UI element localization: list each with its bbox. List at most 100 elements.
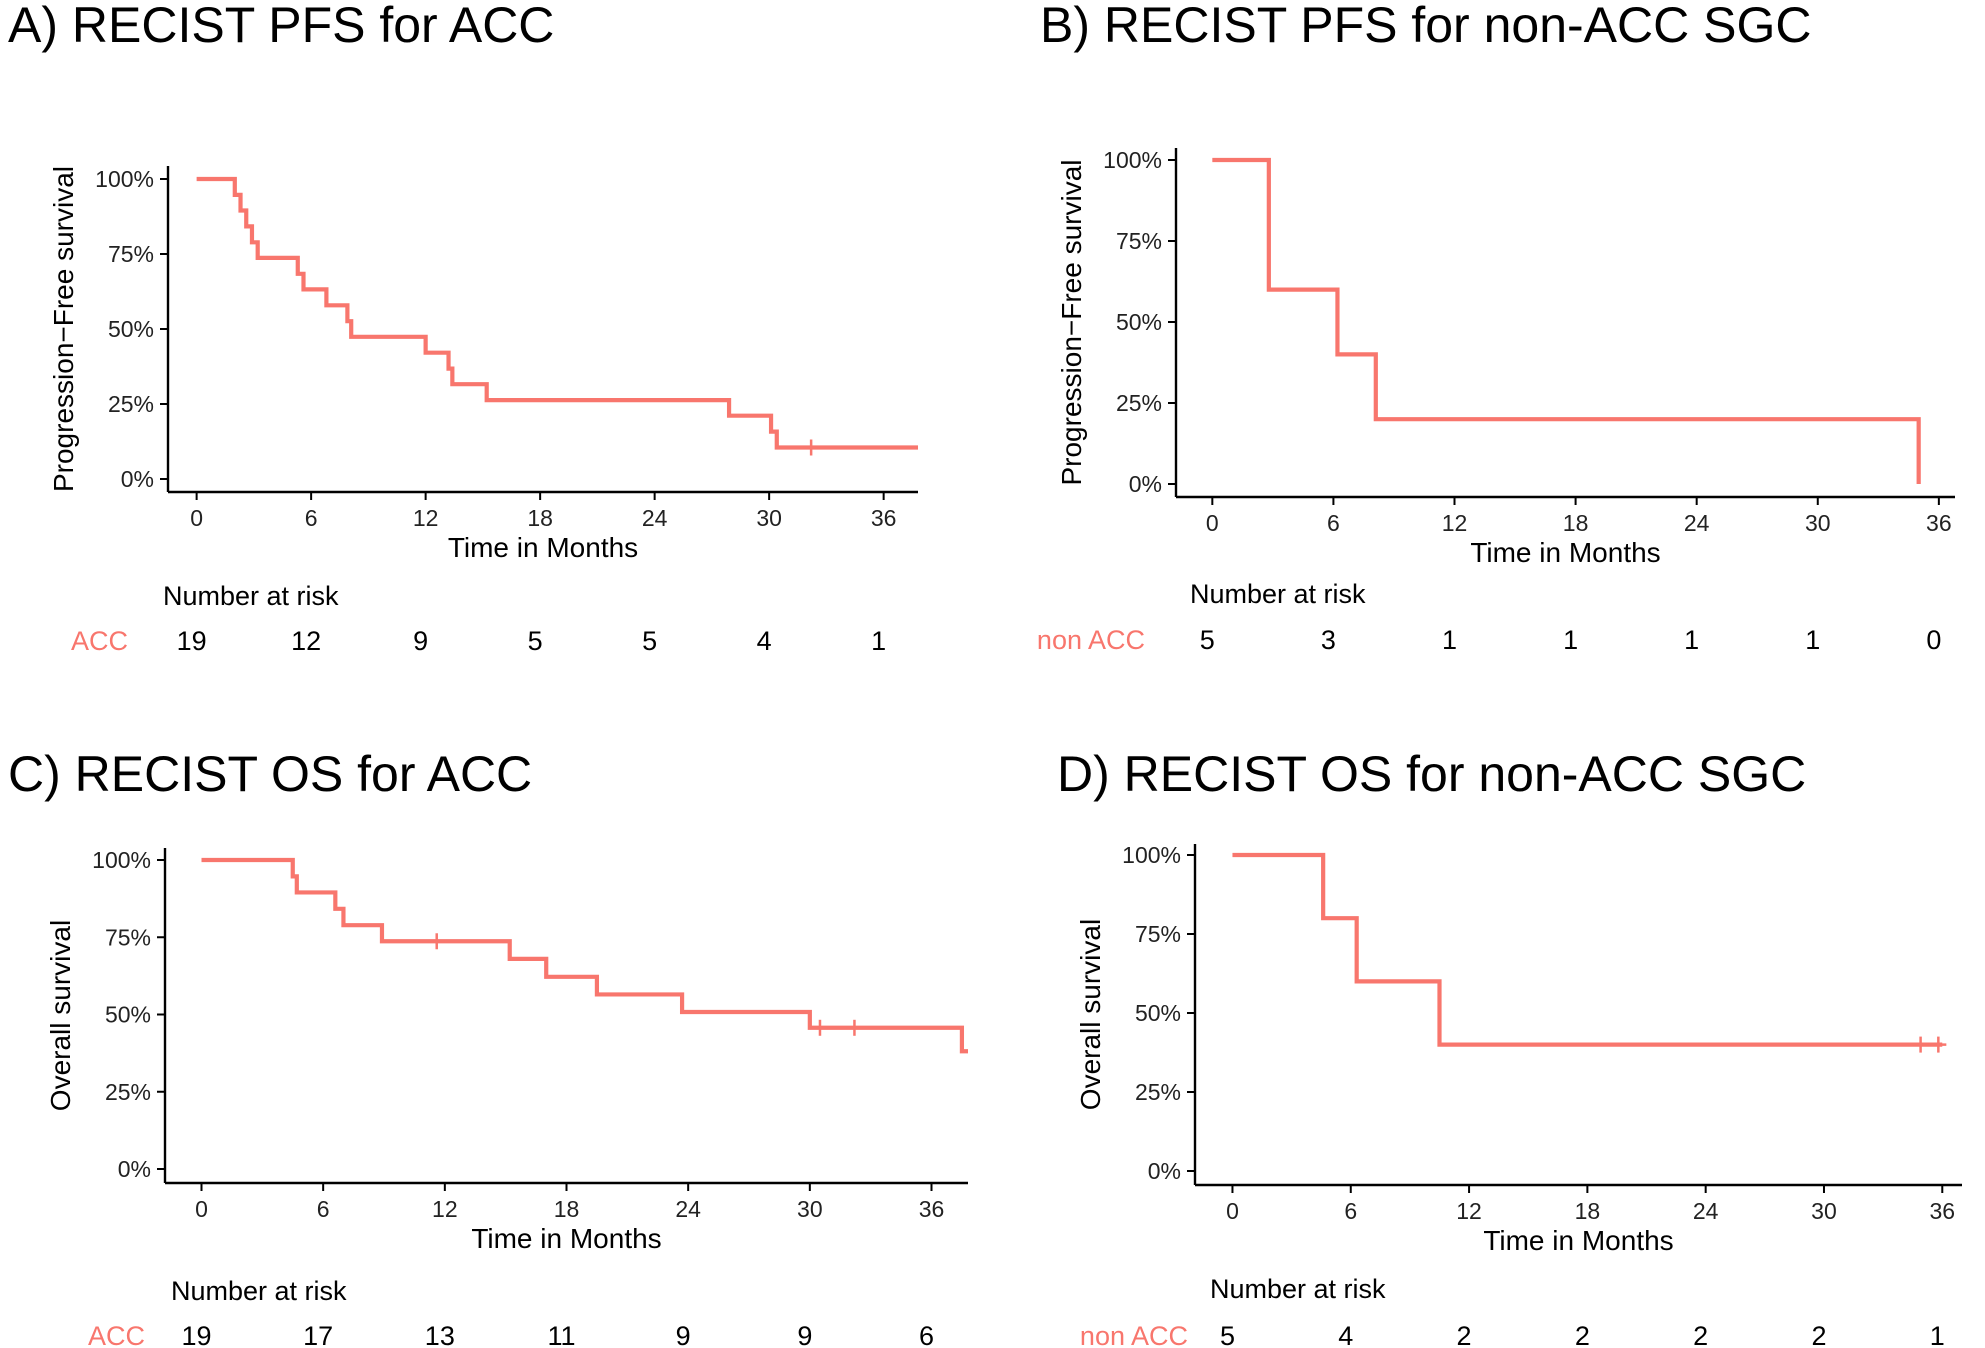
risk-value: 4	[1338, 1321, 1353, 1348]
x-tick-label: 0	[190, 505, 203, 531]
x-tick-label: 36	[871, 505, 897, 531]
risk-value: 1	[1684, 625, 1699, 655]
x-tick-label: 12	[413, 505, 439, 531]
risk-value: 1	[1930, 1321, 1945, 1348]
risk-table-title: Number at risk	[1210, 1274, 1386, 1304]
risk-table-group-label: non ACC	[1037, 625, 1145, 655]
risk-value: 4	[757, 626, 772, 656]
panel-title: B) RECIST PFS for non-ACC SGC	[1040, 0, 1812, 53]
x-axis-title: Time in Months	[1470, 537, 1660, 568]
y-tick-label: 75%	[108, 241, 154, 267]
risk-value: 2	[1575, 1321, 1590, 1348]
x-axis-title: Time in Months	[471, 1223, 661, 1254]
risk-value: 5	[642, 626, 657, 656]
y-tick-label: 25%	[105, 1079, 151, 1105]
y-tick-label: 100%	[1122, 842, 1181, 868]
risk-value: 1	[1805, 625, 1820, 655]
risk-value: 11	[547, 1321, 575, 1348]
panel-title: D) RECIST OS for non-ACC SGC	[1057, 746, 1807, 802]
risk-value: 5	[1220, 1321, 1235, 1348]
censor-mark	[803, 439, 820, 456]
y-tick-label: 50%	[105, 1002, 151, 1028]
y-tick-label: 50%	[1135, 1000, 1181, 1026]
risk-value: 19	[177, 626, 207, 656]
risk-value: 1	[1563, 625, 1578, 655]
x-tick-label: 18	[1575, 1198, 1601, 1224]
risk-value: 5	[528, 626, 543, 656]
y-tick-label: 100%	[1103, 147, 1162, 173]
y-axis-title: Overall survival	[1075, 919, 1106, 1110]
risk-value: 6	[919, 1321, 934, 1348]
x-tick-label: 12	[1456, 1198, 1482, 1224]
y-tick-label: 0%	[1129, 471, 1162, 497]
risk-value: 2	[1457, 1321, 1472, 1348]
y-tick-label: 50%	[108, 316, 154, 342]
x-tick-label: 6	[305, 505, 318, 531]
survival-curve	[1212, 157, 1921, 484]
censor-mark	[846, 1019, 863, 1036]
risk-value: 3	[1321, 625, 1336, 655]
risk-value: 19	[181, 1321, 211, 1348]
panel-title: C) RECIST OS for ACC	[8, 746, 533, 802]
censor-mark	[428, 933, 445, 950]
y-tick-label: 75%	[1135, 921, 1181, 947]
risk-value: 1	[871, 626, 886, 656]
x-axis-title: Time in Months	[1483, 1225, 1673, 1256]
x-tick-label: 6	[317, 1196, 330, 1222]
y-axis-title: Progression−Free survival	[48, 166, 79, 492]
x-tick-label: 30	[756, 505, 782, 531]
risk-value: 12	[291, 626, 321, 656]
risk-value: 2	[1693, 1321, 1708, 1348]
x-tick-label: 6	[1327, 510, 1340, 536]
risk-value: 9	[676, 1321, 691, 1348]
risk-table-title: Number at risk	[171, 1276, 347, 1306]
risk-value: 13	[425, 1321, 455, 1348]
y-tick-label: 25%	[1116, 390, 1162, 416]
y-tick-label: 25%	[1135, 1079, 1181, 1105]
y-tick-label: 100%	[92, 847, 151, 873]
x-tick-label: 6	[1344, 1198, 1357, 1224]
x-tick-label: 24	[675, 1196, 701, 1222]
risk-value: 2	[1811, 1321, 1826, 1348]
x-tick-label: 30	[1811, 1198, 1837, 1224]
x-tick-label: 36	[1929, 1198, 1955, 1224]
x-tick-label: 18	[527, 505, 553, 531]
risk-table-title: Number at risk	[163, 581, 339, 611]
x-tick-label: 0	[195, 1196, 208, 1222]
survival-curve	[201, 857, 968, 1054]
risk-table-group-label: ACC	[88, 1321, 145, 1348]
y-tick-label: 75%	[1116, 228, 1162, 254]
risk-value: 9	[797, 1321, 812, 1348]
y-tick-label: 75%	[105, 924, 151, 950]
x-axis-title: Time in Months	[448, 532, 638, 563]
censor-mark	[811, 1019, 828, 1036]
x-tick-label: 30	[797, 1196, 823, 1222]
risk-value: 1	[1442, 625, 1457, 655]
x-tick-label: 18	[1563, 510, 1589, 536]
x-tick-label: 12	[432, 1196, 458, 1222]
y-tick-label: 0%	[118, 1156, 151, 1182]
risk-value: 5	[1200, 625, 1215, 655]
risk-value: 17	[303, 1321, 333, 1348]
risk-table-group-label: ACC	[71, 626, 128, 656]
survival-curve	[196, 176, 918, 450]
x-tick-label: 30	[1805, 510, 1831, 536]
x-tick-label: 24	[1693, 1198, 1719, 1224]
risk-value: 0	[1926, 625, 1941, 655]
x-tick-label: 36	[1926, 510, 1952, 536]
y-tick-label: 25%	[108, 391, 154, 417]
x-tick-label: 24	[642, 505, 668, 531]
y-tick-label: 0%	[1148, 1158, 1181, 1184]
censor-mark	[1912, 1036, 1929, 1053]
x-tick-label: 36	[919, 1196, 945, 1222]
panel-title: A) RECIST PFS for ACC	[8, 0, 555, 53]
y-axis-title: Overall survival	[45, 920, 76, 1111]
risk-table-title: Number at risk	[1190, 579, 1366, 609]
x-tick-label: 12	[1442, 510, 1468, 536]
x-tick-label: 0	[1226, 1198, 1239, 1224]
censor-mark	[1930, 1036, 1947, 1053]
risk-table-group-label: non ACC	[1080, 1321, 1188, 1348]
